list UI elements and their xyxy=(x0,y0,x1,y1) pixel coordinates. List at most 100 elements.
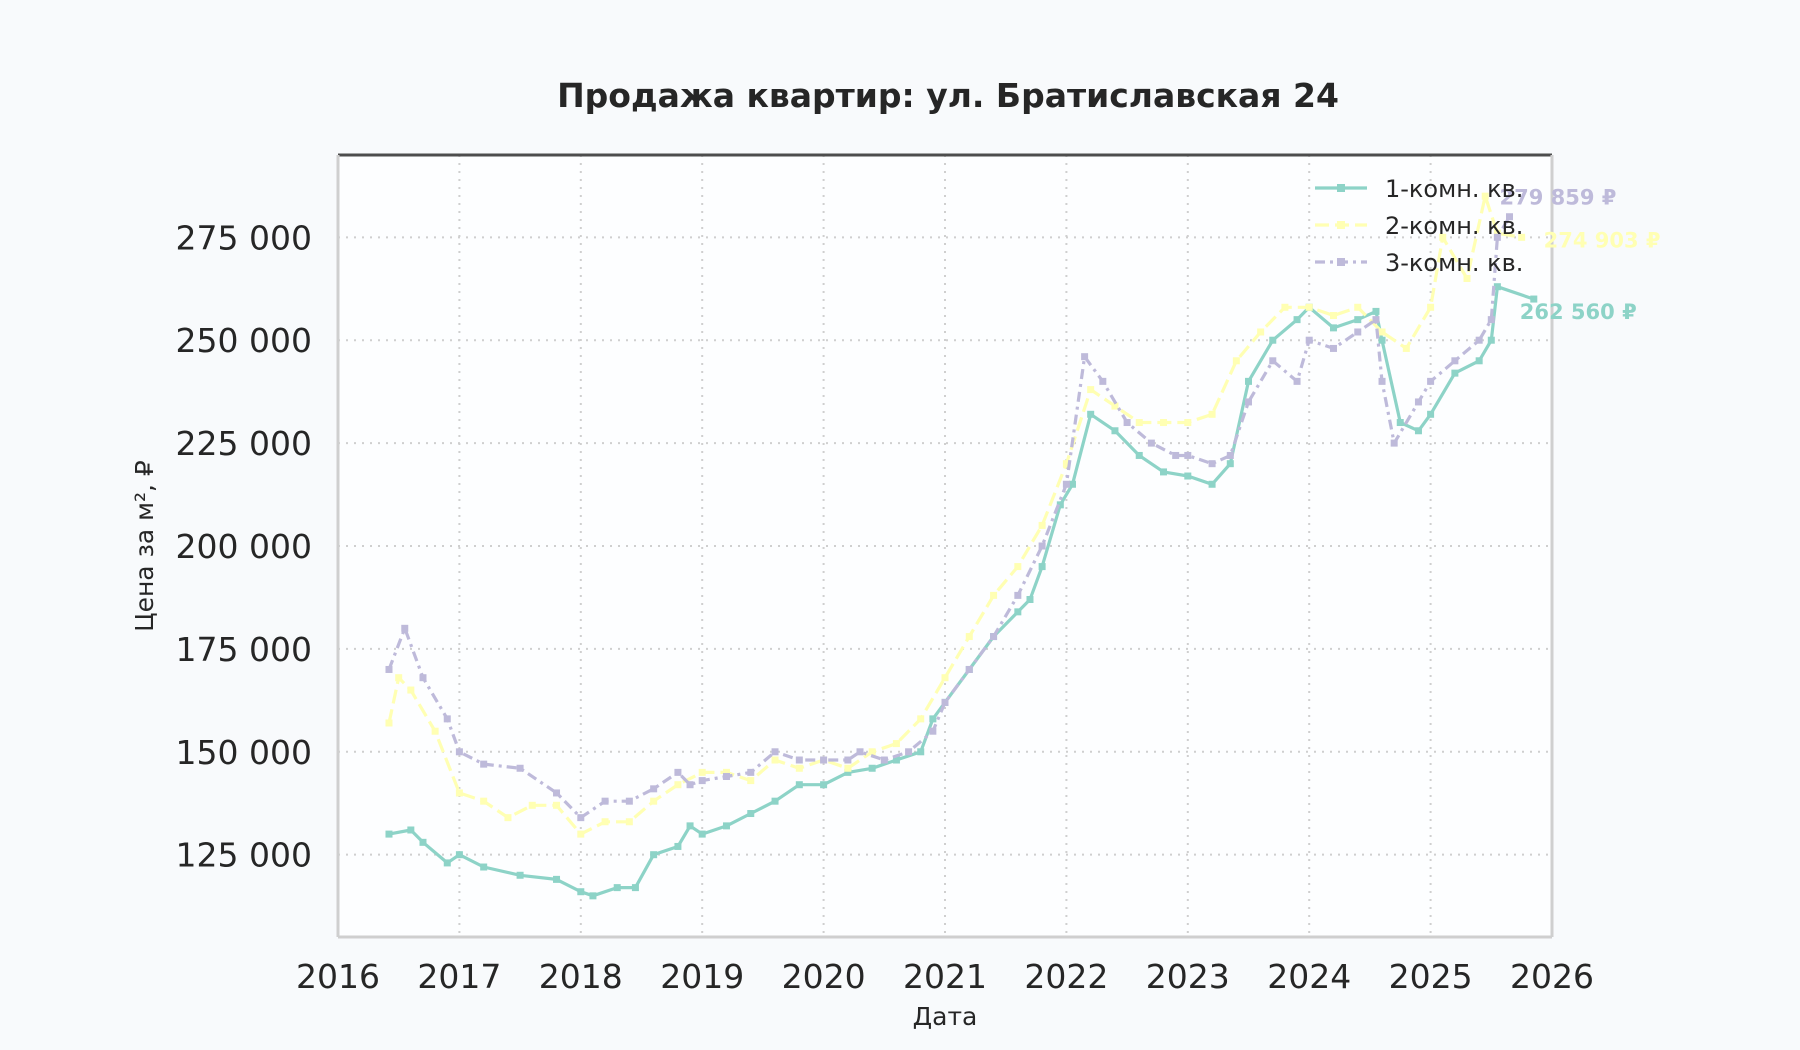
data-point xyxy=(613,884,621,892)
data-point xyxy=(1147,439,1155,447)
data-point xyxy=(686,781,694,789)
data-point xyxy=(1305,303,1313,311)
data-point xyxy=(905,748,913,756)
data-point xyxy=(1427,377,1435,385)
y-tick-label: 125 000 xyxy=(176,836,312,875)
data-point xyxy=(504,814,512,822)
end-value-label: 274 903 ₽ xyxy=(1544,228,1661,252)
chart-title: Продажа квартир: ул. Братиславская 24 xyxy=(557,76,1339,115)
data-point xyxy=(1451,369,1459,377)
data-point xyxy=(1439,233,1447,241)
data-point xyxy=(1269,357,1277,365)
data-point xyxy=(1506,213,1514,221)
data-point xyxy=(1087,386,1095,394)
data-point xyxy=(1123,419,1131,427)
data-point xyxy=(1475,336,1483,344)
data-point xyxy=(1226,451,1234,459)
legend-item: 3-комн. кв. xyxy=(1315,249,1523,277)
data-point xyxy=(601,797,609,805)
data-point xyxy=(1293,316,1301,324)
legend-marker xyxy=(1337,258,1345,266)
data-point xyxy=(844,756,852,764)
series-layer xyxy=(385,192,1538,900)
data-point xyxy=(1354,316,1362,324)
data-point xyxy=(1281,303,1289,311)
legend-item: 2-комн. кв. xyxy=(1315,212,1523,240)
data-point xyxy=(941,674,949,682)
y-tick-label: 275 000 xyxy=(176,218,312,257)
data-point xyxy=(1208,480,1216,488)
y-tick-label: 250 000 xyxy=(176,321,312,360)
data-point xyxy=(771,756,779,764)
data-point xyxy=(1245,377,1252,385)
legend-label: 2-комн. кв. xyxy=(1385,212,1523,240)
data-point xyxy=(577,888,585,896)
data-point xyxy=(686,822,694,830)
y-tick-label: 200 000 xyxy=(176,527,312,566)
data-point xyxy=(1493,229,1501,237)
data-point xyxy=(1135,451,1143,459)
data-point xyxy=(1475,357,1483,365)
data-point xyxy=(1487,316,1495,324)
data-point xyxy=(1427,410,1435,418)
series-3 xyxy=(385,213,1514,822)
data-point xyxy=(1062,480,1070,488)
end-value-label: 279 859 ₽ xyxy=(1500,186,1617,210)
data-point xyxy=(698,830,706,838)
data-point xyxy=(698,777,706,785)
data-point xyxy=(625,818,633,826)
data-point xyxy=(1099,377,1107,385)
data-point xyxy=(1293,377,1301,385)
data-point xyxy=(1378,377,1386,385)
x-tick-label: 2016 xyxy=(296,957,380,996)
data-point xyxy=(844,768,852,776)
data-point xyxy=(650,797,658,805)
data-point xyxy=(419,838,427,846)
data-point xyxy=(480,863,488,871)
end-value-label: 262 560 ₽ xyxy=(1520,300,1637,324)
data-point xyxy=(1026,596,1034,604)
data-point xyxy=(722,822,730,830)
data-point xyxy=(385,665,393,673)
data-point xyxy=(1354,303,1362,311)
data-point xyxy=(1427,303,1435,311)
data-point xyxy=(1056,501,1064,509)
x-tick-label: 2019 xyxy=(660,957,744,996)
data-point xyxy=(1184,472,1192,480)
data-point xyxy=(553,801,561,809)
data-point xyxy=(1414,398,1422,406)
data-point xyxy=(431,727,439,735)
data-point xyxy=(553,875,561,883)
data-point xyxy=(443,715,451,723)
data-point xyxy=(1487,336,1495,344)
x-tick-label: 2018 xyxy=(539,957,623,996)
data-point xyxy=(1232,357,1240,365)
x-tick-label: 2017 xyxy=(417,957,501,996)
data-point xyxy=(880,756,888,764)
data-point xyxy=(1014,608,1022,616)
data-point xyxy=(844,764,852,772)
legend-marker xyxy=(1337,184,1345,192)
legend-label: 1-комн. кв. xyxy=(1385,175,1523,203)
data-point xyxy=(795,756,803,764)
data-point xyxy=(1184,451,1192,459)
data-point xyxy=(747,810,755,818)
data-point xyxy=(1493,233,1501,241)
data-point xyxy=(698,768,706,776)
data-point xyxy=(1378,336,1386,344)
data-point xyxy=(990,591,998,599)
data-point xyxy=(917,748,925,756)
data-point xyxy=(1081,353,1089,361)
data-point xyxy=(892,740,900,748)
data-point xyxy=(528,801,536,809)
legend-item: 1-комн. кв. xyxy=(1315,175,1523,203)
data-point xyxy=(1111,402,1119,410)
data-point xyxy=(771,797,779,805)
data-point xyxy=(1329,312,1337,320)
series-line xyxy=(387,194,1522,836)
data-point xyxy=(480,760,488,768)
data-point xyxy=(1038,521,1046,529)
data-point xyxy=(395,674,403,682)
x-tick-label: 2023 xyxy=(1146,957,1230,996)
